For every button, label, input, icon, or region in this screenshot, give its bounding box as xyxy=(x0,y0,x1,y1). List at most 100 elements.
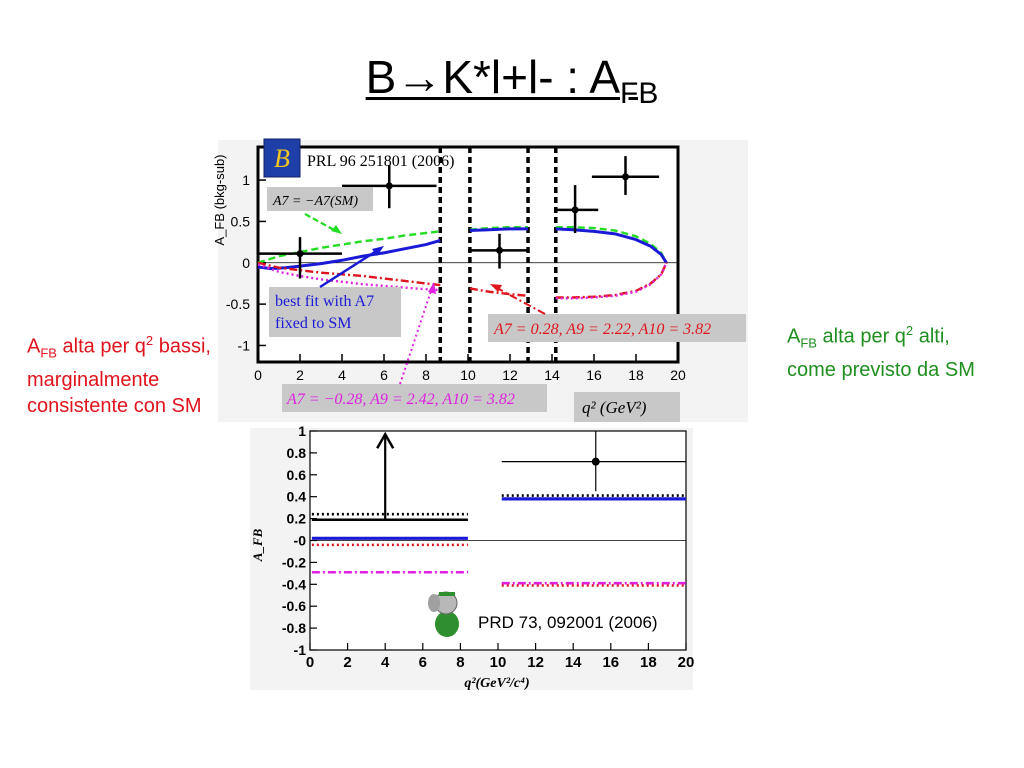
chart2-xtick-label: 16 xyxy=(602,654,619,671)
chart1-red-box xyxy=(488,314,746,342)
chart2-ytick-label: 0.4 xyxy=(287,489,307,505)
chart2-ytick-label: -0.6 xyxy=(282,598,306,614)
chart2-ytick-label: 0.2 xyxy=(287,511,307,527)
chart1-xtick-label: 20 xyxy=(670,367,686,383)
chart1-xtick-label: 0 xyxy=(254,367,262,383)
chart1-series-line xyxy=(257,230,441,264)
chart2-ytick-label: -0.2 xyxy=(282,554,306,570)
chart1-ytick-label: -1 xyxy=(238,337,251,353)
babar-logo-head xyxy=(434,591,458,615)
chart1-series-line xyxy=(257,239,441,271)
chart1-sm-arrowhead xyxy=(331,225,342,234)
chart1-series-line xyxy=(555,227,668,264)
chart1-data-point xyxy=(591,156,660,195)
chart1-series-line xyxy=(257,261,441,287)
chart1-xtick-label: 14 xyxy=(544,367,560,383)
chart2-ytick-label: 0.6 xyxy=(287,467,307,483)
chart1-xtick-label: 16 xyxy=(586,367,602,383)
chart2-limit-arrowhead xyxy=(376,431,395,449)
chart1-xtick-label: 12 xyxy=(502,367,518,383)
chart2-ytick-label: 1 xyxy=(298,423,306,439)
slide-title: B→K*l+l- : AFB xyxy=(0,50,1024,111)
chart1-point-marker xyxy=(496,246,503,254)
chart2-xtick-label: 4 xyxy=(381,654,390,671)
chart1-magenta-arrowhead xyxy=(428,282,436,294)
chart2-ytick-label: 0.8 xyxy=(287,445,307,461)
babar-logo-crown xyxy=(439,592,455,596)
belle-logo-bg xyxy=(263,138,301,178)
chart1-xtick-label: 2 xyxy=(296,367,304,383)
chart2-xtick-label: 20 xyxy=(678,654,695,671)
chart1-series-line xyxy=(469,287,529,298)
chart2-data-point xyxy=(501,431,686,492)
chart2-ytick-label: -1 xyxy=(294,642,307,658)
belle-logo-glyph: B xyxy=(274,144,290,173)
chart1-xtick-label: 8 xyxy=(422,367,430,383)
chart1-red-arrowhead xyxy=(490,284,502,292)
chart1-point-marker xyxy=(296,250,304,258)
chart1-sm-box-text: A7 = −A7(SM) xyxy=(272,194,358,209)
chart1-series-line xyxy=(555,262,668,299)
chart2-experiment-label: PRD 73, 092001 (2006) xyxy=(478,613,658,632)
chart1-experiment-label: PRL 96 251801 (2006) xyxy=(307,153,454,170)
chart1-xtick-label: 10 xyxy=(460,367,476,383)
note-left: AFB alta per q2 bassi, marginalmente con… xyxy=(27,333,211,417)
chart1-ytick-label: -0.5 xyxy=(226,296,250,312)
chart1-magenta-box-text: A7 = −0.28, A9 = 2.42, A10 = 3.82 xyxy=(286,391,515,408)
chart1-xtick-label: 6 xyxy=(380,367,388,383)
chart1-sm-arrow xyxy=(304,213,337,232)
chart1-bestfit-text2: fixed to SM xyxy=(275,315,351,332)
chart2-frame xyxy=(309,430,687,651)
chart1-data-point xyxy=(554,185,599,233)
chart2-xtick-label: 14 xyxy=(565,654,582,671)
chart2-xtick-label: 6 xyxy=(419,654,427,671)
chart1-ytick-label: 0 xyxy=(242,255,250,271)
chart1-ytick-label: 0.5 xyxy=(231,213,251,229)
chart1-bestfit-arrowhead xyxy=(372,246,384,256)
chart2-xtick-label: 12 xyxy=(527,654,544,671)
chart2-xtick-label: 0 xyxy=(306,654,314,671)
slide-title-main: B→K*l+l- : AFB xyxy=(365,51,659,111)
chart1-data-point xyxy=(258,237,342,279)
chart1-red-box-text: A7 = 0.28, A9 = 2.22, A10 = 3.82 xyxy=(493,321,711,338)
chart1-series-line xyxy=(555,226,668,264)
chart2-ylabel: A_FB xyxy=(250,528,265,562)
chart1-bestfit-text1: best fit with A7 xyxy=(275,293,374,310)
chart2-ytick-label: -0.4 xyxy=(282,576,306,592)
chart2-xtick-label: 2 xyxy=(343,654,351,671)
chart1-point-marker xyxy=(622,173,629,181)
chart2-xtick-label: 18 xyxy=(640,654,657,671)
note-right: AFB alta per q2 alti, come previsto da S… xyxy=(787,323,975,381)
babar-logo-ear xyxy=(428,594,440,612)
babar-logo-body xyxy=(435,611,459,637)
chart1-red-arrow xyxy=(496,287,546,315)
chart1-series-line xyxy=(257,263,441,292)
chart1-series-line xyxy=(469,226,529,231)
chart2-xtick-label: 8 xyxy=(456,654,464,671)
chart2-xlabel: q²(GeV²/c⁴) xyxy=(464,676,529,691)
chart1-xtick-label: 18 xyxy=(628,367,644,383)
chart1-xlabel-box xyxy=(574,392,680,422)
chart1-data-point xyxy=(342,165,437,209)
chart2-point-marker xyxy=(591,457,600,466)
chart1-ylabel: A_FB (bkg-sub) xyxy=(212,154,227,245)
chart2-xtick-label: 10 xyxy=(490,654,507,671)
chart1-point-marker xyxy=(385,182,393,190)
chart2-background xyxy=(250,428,693,690)
chart1-xlabel: q² (GeV²) xyxy=(582,398,647,417)
belle-logo: B xyxy=(263,138,301,178)
chart1-sm-box xyxy=(267,187,373,211)
chart1-xtick-label: 4 xyxy=(338,367,346,383)
chart1-background xyxy=(218,140,748,422)
chart1-point-marker xyxy=(571,206,579,214)
chart1-frame xyxy=(256,145,680,364)
chart1-bestfit-arrow xyxy=(319,248,379,289)
chart1-series-line xyxy=(469,227,529,233)
chart1-magenta-box xyxy=(282,384,547,412)
chart1-magenta-arrow xyxy=(399,287,433,385)
chart1-series-line xyxy=(555,262,668,300)
chart1-data-point xyxy=(468,233,529,269)
babar-logo xyxy=(428,591,459,637)
chart2-ytick-label: -0 xyxy=(294,533,307,549)
chart1-ytick-label: 1 xyxy=(242,172,250,188)
